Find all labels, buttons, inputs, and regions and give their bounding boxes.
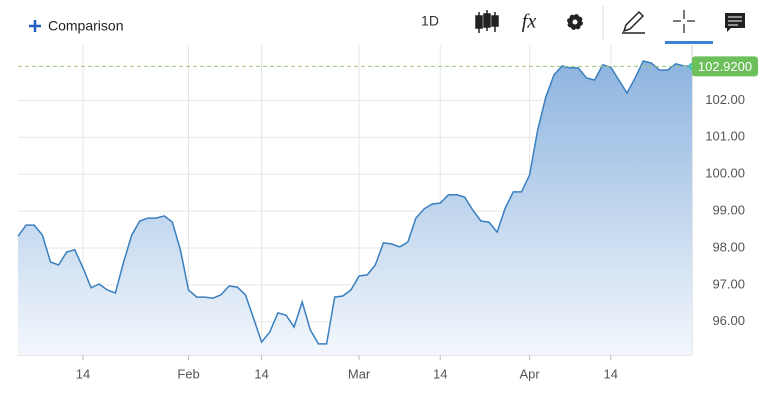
plot-area: 96.00 97.00 98.00 99.00 100.00 101.00 102.00 14… [17,45,758,381]
y-tick-label: 99.00 [712,203,745,218]
add-comparison[interactable]: Comparison [29,18,123,34]
price-line [17,60,693,345]
interval-button[interactable]: 1D [421,13,439,29]
y-tick-label: 97.00 [712,276,745,291]
comment-icon[interactable] [725,13,745,32]
x-tick-label: 14 [254,366,268,381]
y-tick-label: 96.00 [712,313,745,328]
x-tick-label: Feb [177,366,199,381]
x-tick-label: 14 [433,366,447,381]
crosshair-icon[interactable] [673,10,695,33]
toolbar: Comparison 1D fx [29,6,745,44]
y-tick-label: 101.00 [705,129,745,144]
y-tick-label: 98.00 [712,239,745,254]
y-tick-label: 102.00 [705,92,745,107]
draw-icon[interactable] [622,10,645,34]
x-tick-label: Mar [348,366,371,381]
candles-icon[interactable] [475,10,499,33]
x-tick-label: 14 [604,366,618,381]
settings-icon[interactable] [567,14,583,30]
comparison-label[interactable]: Comparison [48,18,123,34]
x-tick-label: Apr [519,366,540,381]
active-indicator [665,41,713,44]
indicator-button[interactable]: fx [522,11,537,33]
y-tick-label: 100.00 [705,166,745,181]
last-price-tag [692,56,758,77]
x-tick-label: 14 [76,366,90,381]
area-fill [18,60,692,356]
last-price-label: 102.9200 [698,59,752,74]
